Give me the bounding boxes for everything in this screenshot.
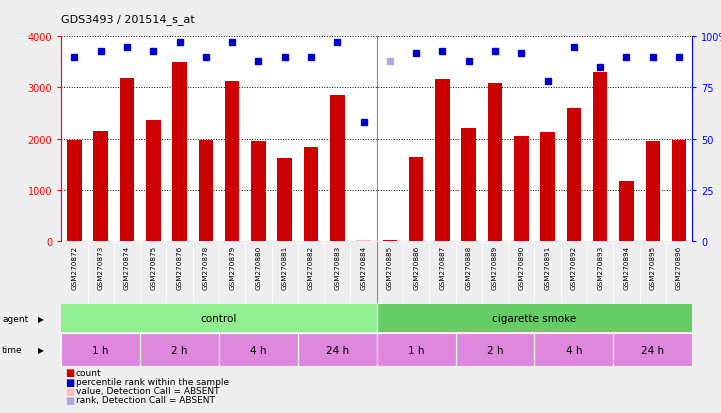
- Text: ■: ■: [65, 377, 74, 387]
- Bar: [567, 109, 581, 242]
- Text: GSM270888: GSM270888: [466, 245, 472, 290]
- Text: GSM270890: GSM270890: [518, 245, 524, 290]
- Bar: [456, 333, 534, 366]
- Text: GDS3493 / 201514_s_at: GDS3493 / 201514_s_at: [61, 14, 195, 25]
- Text: ▶: ▶: [37, 314, 43, 323]
- Text: value, Detection Call = ABSENT: value, Detection Call = ABSENT: [76, 386, 219, 395]
- Text: GSM270896: GSM270896: [676, 245, 682, 290]
- Text: GSM270892: GSM270892: [571, 245, 577, 290]
- Text: ▶: ▶: [37, 345, 43, 354]
- Text: GSM270887: GSM270887: [439, 245, 446, 290]
- Text: GSM270881: GSM270881: [282, 245, 288, 290]
- Bar: [534, 333, 614, 366]
- Text: control: control: [201, 313, 237, 323]
- Bar: [672, 141, 686, 242]
- Text: GSM270894: GSM270894: [624, 245, 629, 290]
- Bar: [172, 63, 187, 242]
- Bar: [534, 333, 614, 366]
- Bar: [298, 333, 376, 366]
- Bar: [140, 333, 219, 366]
- Text: GSM270886: GSM270886: [413, 245, 419, 290]
- Text: GSM270879: GSM270879: [229, 245, 235, 290]
- Text: GSM270876: GSM270876: [177, 245, 182, 290]
- Bar: [219, 333, 298, 366]
- Bar: [409, 158, 423, 242]
- Text: GSM270872: GSM270872: [71, 245, 77, 290]
- Text: 1 h: 1 h: [92, 345, 109, 355]
- Bar: [376, 333, 456, 366]
- Text: ■: ■: [65, 395, 74, 405]
- Bar: [304, 148, 318, 242]
- Bar: [614, 333, 692, 366]
- Bar: [61, 333, 140, 366]
- Bar: [140, 333, 219, 366]
- Bar: [251, 141, 265, 242]
- Bar: [330, 95, 345, 242]
- Bar: [198, 141, 213, 242]
- Bar: [278, 158, 292, 242]
- Text: GSM270880: GSM270880: [255, 245, 262, 290]
- Text: time: time: [2, 345, 23, 354]
- Text: rank, Detection Call = ABSENT: rank, Detection Call = ABSENT: [76, 395, 215, 404]
- Text: ■: ■: [65, 386, 74, 396]
- Text: GSM270893: GSM270893: [597, 245, 603, 290]
- Bar: [593, 72, 607, 242]
- Text: cigarette smoke: cigarette smoke: [492, 313, 577, 323]
- Text: agent: agent: [2, 314, 28, 323]
- Text: percentile rank within the sample: percentile rank within the sample: [76, 377, 229, 386]
- Bar: [645, 141, 660, 242]
- Bar: [225, 82, 239, 242]
- Text: GSM270883: GSM270883: [335, 245, 340, 290]
- Bar: [61, 333, 140, 366]
- Text: count: count: [76, 368, 102, 377]
- Text: GSM270875: GSM270875: [150, 245, 156, 290]
- Bar: [461, 129, 476, 242]
- Text: GSM270884: GSM270884: [360, 245, 366, 290]
- Bar: [435, 80, 450, 242]
- Bar: [614, 333, 692, 366]
- Text: 2 h: 2 h: [172, 345, 188, 355]
- Text: GSM270882: GSM270882: [308, 245, 314, 290]
- Bar: [61, 304, 377, 332]
- Bar: [456, 333, 534, 366]
- Text: 4 h: 4 h: [565, 345, 582, 355]
- Bar: [376, 333, 456, 366]
- Text: 1 h: 1 h: [408, 345, 425, 355]
- Text: GSM270889: GSM270889: [492, 245, 498, 290]
- Text: 24 h: 24 h: [326, 345, 349, 355]
- Bar: [120, 78, 134, 242]
- Bar: [540, 132, 555, 242]
- Bar: [619, 181, 634, 242]
- Bar: [146, 121, 161, 242]
- Text: 2 h: 2 h: [487, 345, 503, 355]
- Text: GSM270891: GSM270891: [544, 245, 551, 290]
- Text: ■: ■: [65, 368, 74, 377]
- Text: GSM270873: GSM270873: [98, 245, 104, 290]
- Bar: [356, 240, 371, 242]
- Text: GSM270895: GSM270895: [650, 245, 655, 290]
- Bar: [514, 136, 528, 242]
- Bar: [94, 132, 108, 242]
- Text: GSM270885: GSM270885: [387, 245, 393, 290]
- Text: 24 h: 24 h: [641, 345, 664, 355]
- Text: 4 h: 4 h: [250, 345, 267, 355]
- Bar: [298, 333, 376, 366]
- Bar: [376, 304, 692, 332]
- Bar: [67, 141, 81, 242]
- Bar: [219, 333, 298, 366]
- Text: GSM270874: GSM270874: [124, 245, 130, 290]
- Bar: [383, 240, 397, 242]
- Text: GSM270878: GSM270878: [203, 245, 209, 290]
- Bar: [488, 84, 503, 242]
